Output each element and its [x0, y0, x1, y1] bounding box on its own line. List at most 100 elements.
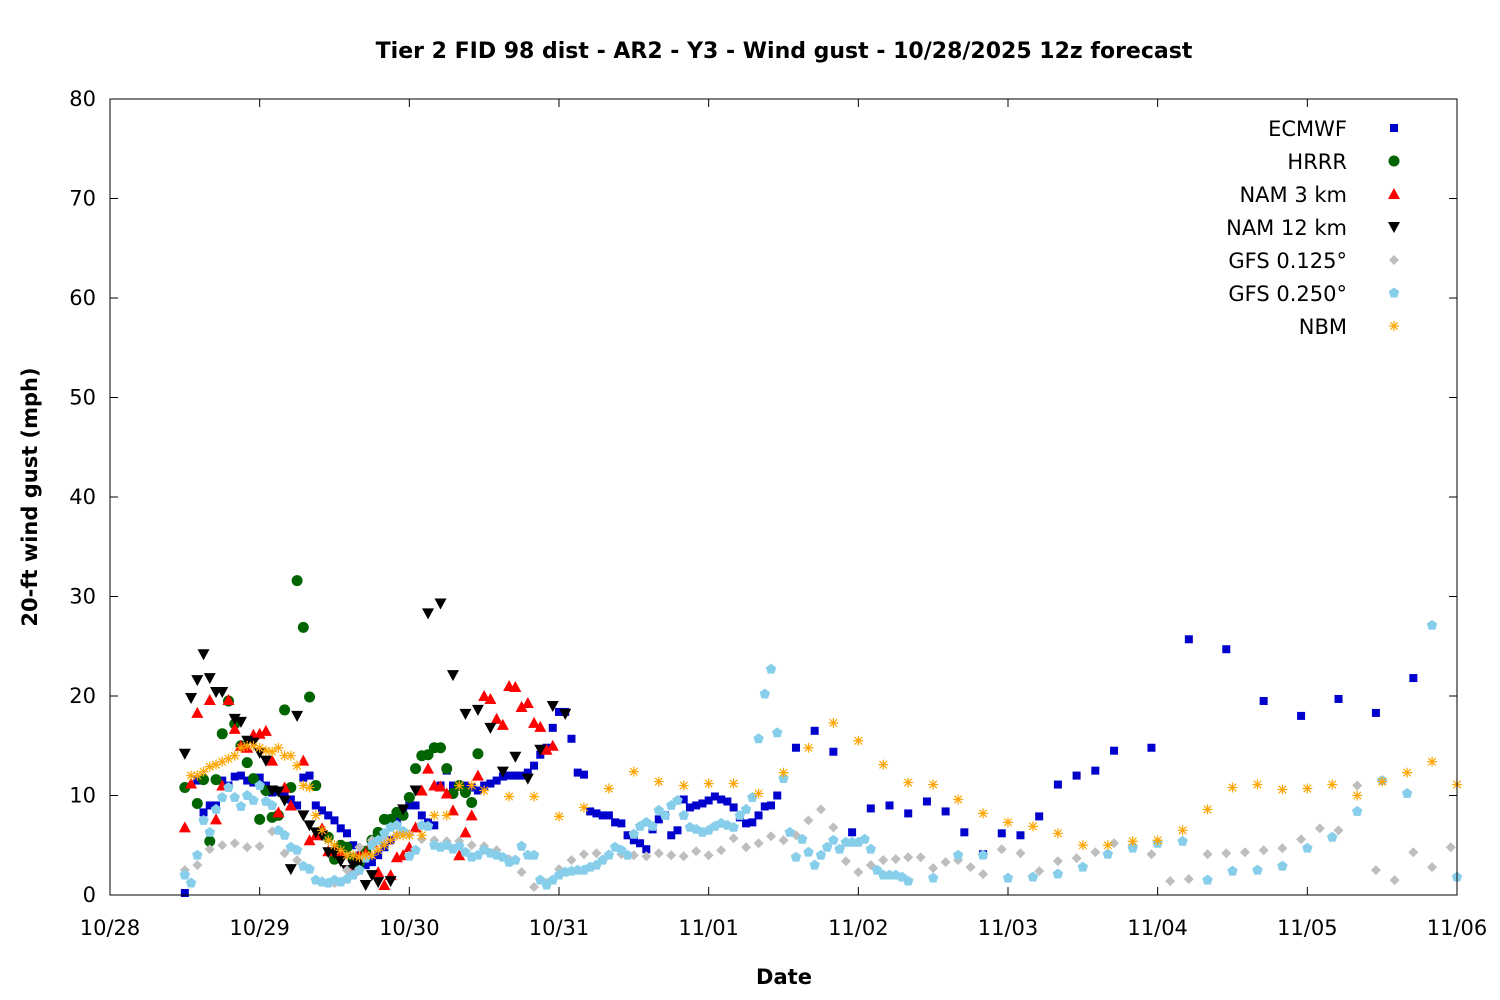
data-point: [742, 819, 751, 828]
data-point: [523, 768, 532, 777]
data-point: [865, 843, 877, 854]
data-point: [611, 818, 620, 827]
data-point: [1146, 849, 1157, 860]
data-point: [591, 848, 602, 859]
data-point: [729, 803, 738, 812]
data-point: [453, 849, 466, 861]
data-point: [241, 757, 253, 769]
data-point: [310, 780, 322, 792]
data-point: [566, 855, 577, 866]
data-point: [691, 846, 702, 857]
data-point: [647, 820, 658, 831]
data-point: [534, 744, 547, 756]
data-point: [254, 742, 265, 753]
data-point: [1227, 865, 1238, 876]
data-point: [465, 809, 478, 821]
data-point: [198, 774, 210, 786]
data-point: [228, 713, 241, 725]
data-point: [354, 864, 365, 875]
data-point: [1296, 834, 1307, 845]
data-point: [254, 841, 265, 852]
x-tick-label: 10/30: [379, 916, 440, 940]
legend-label: NAM 3 km: [1239, 183, 1347, 207]
data-point: [1003, 817, 1013, 828]
data-point: [422, 608, 435, 620]
data-point: [230, 772, 239, 781]
data-point: [373, 845, 384, 856]
data-point: [679, 795, 688, 804]
x-tick-label: 11/05: [1277, 916, 1338, 940]
data-point: [291, 710, 304, 722]
data-point: [192, 849, 203, 860]
data-point: [180, 889, 189, 898]
data-point: [229, 838, 240, 849]
data-point: [223, 753, 234, 764]
data-point: [479, 785, 490, 796]
data-point: [1165, 876, 1176, 887]
data-point: [791, 743, 800, 752]
data-point: [254, 780, 265, 790]
data-point: [997, 829, 1006, 838]
data-point: [529, 791, 540, 802]
data-point: [210, 774, 222, 786]
legend-marker: [1390, 124, 1398, 132]
data-point: [529, 882, 540, 893]
data-point: [1445, 842, 1456, 853]
data-point: [1127, 836, 1138, 847]
legend-marker: [1388, 222, 1400, 233]
data-point: [284, 864, 297, 876]
data-point: [192, 770, 203, 781]
data-point: [1258, 845, 1269, 856]
data-point: [384, 876, 397, 888]
data-point: [603, 783, 614, 794]
data-point: [1389, 875, 1400, 886]
data-point: [922, 797, 931, 806]
data-point: [1027, 821, 1038, 832]
legend-label: NAM 12 km: [1226, 216, 1347, 240]
data-point: [385, 835, 396, 846]
data-point: [179, 869, 191, 880]
data-point: [242, 740, 253, 751]
data-point: [398, 830, 409, 841]
data-point: [603, 849, 615, 860]
data-point: [203, 693, 216, 705]
data-point: [678, 851, 689, 862]
data-point: [516, 867, 527, 878]
data-point: [484, 722, 497, 734]
x-axis-label: Date: [756, 965, 812, 989]
data-point: [397, 804, 410, 816]
data-point: [228, 722, 241, 734]
data-point: [446, 670, 459, 682]
data-point: [803, 815, 814, 826]
data-point: [672, 794, 683, 805]
data-point: [222, 693, 235, 705]
data-point: [653, 776, 664, 787]
data-point: [1202, 849, 1213, 860]
data-point: [310, 810, 321, 821]
data-point: [330, 816, 339, 825]
data-point: [273, 742, 284, 753]
data-point: [996, 844, 1007, 855]
data-point: [466, 780, 477, 791]
data-point: [285, 750, 296, 761]
data-point: [829, 747, 838, 756]
data-point: [1052, 828, 1063, 839]
data-point: [404, 830, 415, 841]
data-point: [1409, 674, 1418, 683]
y-tick-label: 60: [69, 286, 96, 310]
data-point: [253, 727, 266, 739]
data-point: [653, 848, 664, 859]
data-point: [815, 849, 827, 860]
x-axis-ticks: 10/28 10/29 10/30 10/31 11/01 11/02 11/03 11/04…: [80, 99, 1487, 940]
data-point: [540, 743, 553, 755]
data-point: [204, 826, 216, 837]
data-point: [217, 791, 228, 802]
data-point: [204, 835, 216, 847]
data-point: [1401, 788, 1413, 798]
data-point: [191, 706, 204, 718]
data-point: [1015, 848, 1026, 859]
data-point: [515, 700, 528, 712]
data-point: [1090, 847, 1101, 858]
data-point: [928, 863, 939, 874]
